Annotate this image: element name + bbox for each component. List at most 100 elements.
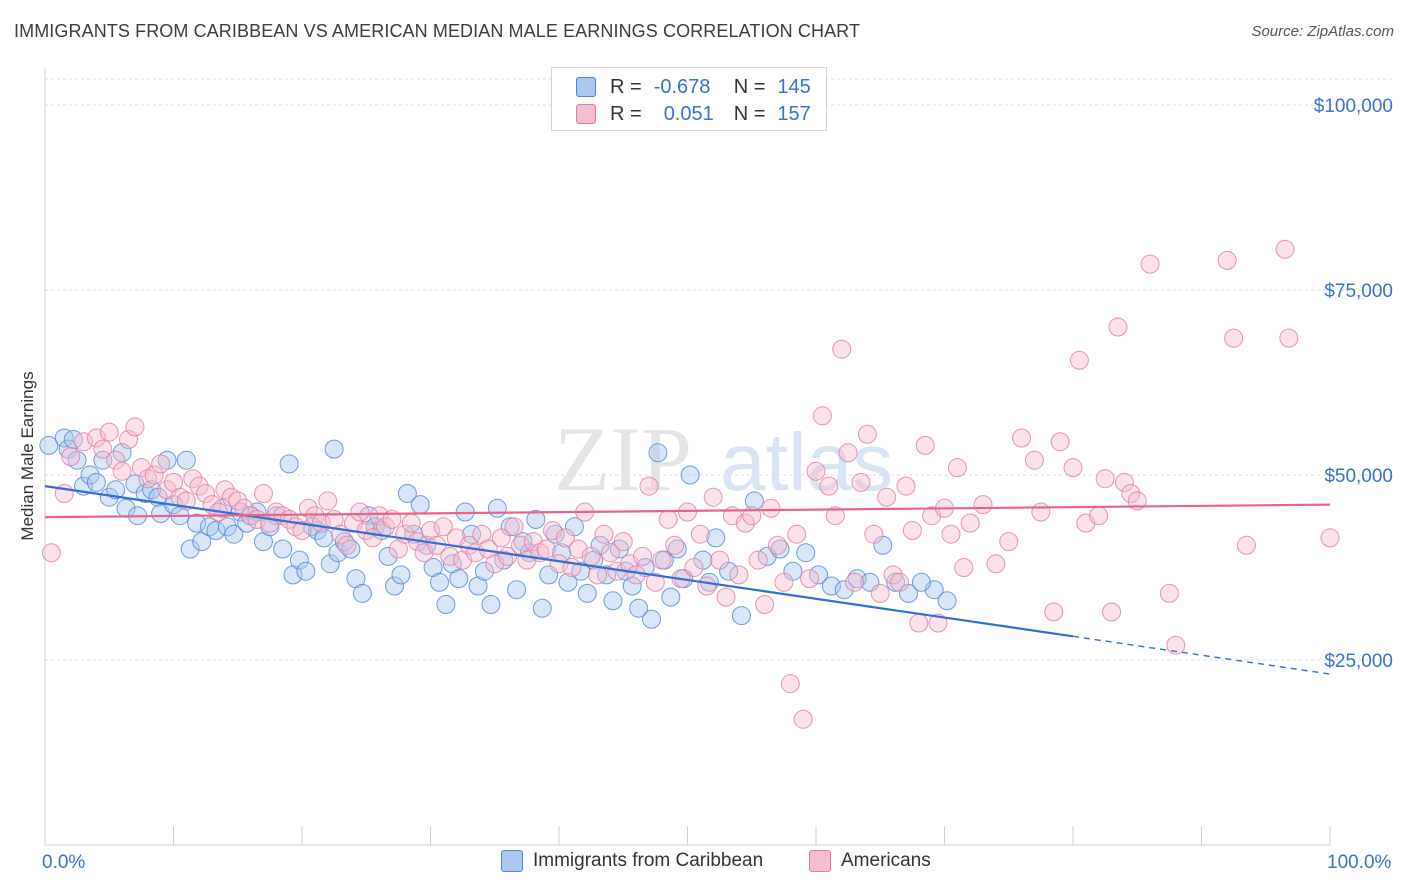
data-point <box>1050 432 1070 452</box>
data-point <box>652 550 672 570</box>
data-point <box>273 539 293 559</box>
legend-r-label: R = <box>610 102 642 125</box>
data-point <box>221 487 241 507</box>
legend-swatch-blue <box>501 850 523 872</box>
data-point <box>780 674 800 694</box>
data-point <box>648 443 668 463</box>
data-point <box>633 546 653 566</box>
data-point <box>106 480 126 500</box>
data-point <box>684 558 704 577</box>
data-point <box>748 550 768 570</box>
data-point <box>838 443 858 463</box>
x-tick-label-min: 0.0% <box>42 852 86 873</box>
legend-n-label: N = <box>733 102 766 125</box>
data-point <box>639 476 659 496</box>
data-point <box>1159 583 1179 603</box>
y-tick-labels: $25,000 $50,000 $75,000 $100,000 <box>1314 96 1393 672</box>
data-point <box>729 565 749 585</box>
data-point <box>99 422 119 442</box>
data-point <box>80 465 100 485</box>
data-point <box>1102 602 1122 622</box>
legend-n-label: N = <box>733 75 766 98</box>
data-point <box>1166 635 1186 655</box>
legend-row-caribbean: R = -0.678 N = 145 <box>576 74 811 100</box>
data-point <box>581 546 601 566</box>
data-point <box>41 543 61 563</box>
data-point <box>986 554 1006 574</box>
watermark: ZIP atlas <box>554 408 893 510</box>
data-point <box>909 613 929 633</box>
data-point <box>93 439 113 459</box>
data-point <box>600 543 620 563</box>
data-point <box>755 595 775 614</box>
data-point <box>716 587 736 607</box>
data-point <box>352 583 372 603</box>
data-point <box>61 447 81 466</box>
data-point <box>189 476 209 496</box>
data-point <box>138 469 158 489</box>
data-point <box>318 491 338 511</box>
data-point <box>1024 450 1044 470</box>
data-point <box>690 524 710 544</box>
data-point <box>449 569 469 589</box>
data-point <box>526 509 546 529</box>
data-point <box>481 595 501 614</box>
data-point <box>555 528 575 548</box>
data-point <box>1044 602 1064 622</box>
legend-row-americans: R = 0.051 N = 157 <box>576 101 811 127</box>
data-point <box>658 509 678 529</box>
data-point <box>806 461 826 481</box>
data-point <box>796 543 816 563</box>
data-point <box>1224 328 1244 348</box>
data-point <box>125 417 145 437</box>
source-credit: Source: ZipAtlas.com <box>1251 23 1394 40</box>
data-point <box>1114 472 1134 492</box>
legend-swatch-pink <box>576 104 596 124</box>
data-point <box>86 428 106 448</box>
data-point <box>429 572 449 592</box>
data-point <box>819 476 839 496</box>
legend-r-value: -0.678 <box>653 75 711 98</box>
data-point <box>176 450 196 470</box>
data-point <box>440 546 460 566</box>
data-point <box>279 454 299 474</box>
data-point <box>902 521 922 540</box>
data-point <box>192 532 212 552</box>
data-point <box>626 565 646 585</box>
data-point <box>253 484 273 503</box>
data-point <box>369 506 389 526</box>
data-point <box>594 524 614 544</box>
legend-swatch-pink <box>809 850 831 872</box>
data-point <box>491 528 511 548</box>
data-point <box>549 554 569 574</box>
data-point <box>391 565 411 585</box>
data-point <box>1089 506 1109 526</box>
data-point <box>629 598 649 618</box>
data-point <box>832 339 852 359</box>
data-point <box>356 521 376 540</box>
data-point <box>1236 535 1256 555</box>
data-point <box>973 495 993 515</box>
data-point <box>1095 469 1115 489</box>
legend-label-americans: Americans <box>841 850 931 871</box>
data-point <box>1217 250 1237 270</box>
data-point <box>507 580 527 600</box>
data-point <box>915 435 935 455</box>
legend-n-value: 145 <box>777 75 811 98</box>
data-point <box>1069 350 1089 370</box>
data-point <box>337 535 357 555</box>
data-point <box>1031 502 1051 522</box>
data-point <box>324 439 344 459</box>
watermark-zip: ZIP <box>554 408 692 510</box>
data-point <box>613 532 633 552</box>
data-point <box>180 539 200 559</box>
data-point <box>320 554 340 574</box>
y-tick-label: $25,000 <box>1324 651 1393 672</box>
data-point <box>513 532 533 552</box>
data-point <box>1140 254 1160 274</box>
data-point <box>433 517 453 537</box>
data-point <box>385 576 405 596</box>
data-point <box>183 469 203 489</box>
data-point <box>941 524 961 544</box>
